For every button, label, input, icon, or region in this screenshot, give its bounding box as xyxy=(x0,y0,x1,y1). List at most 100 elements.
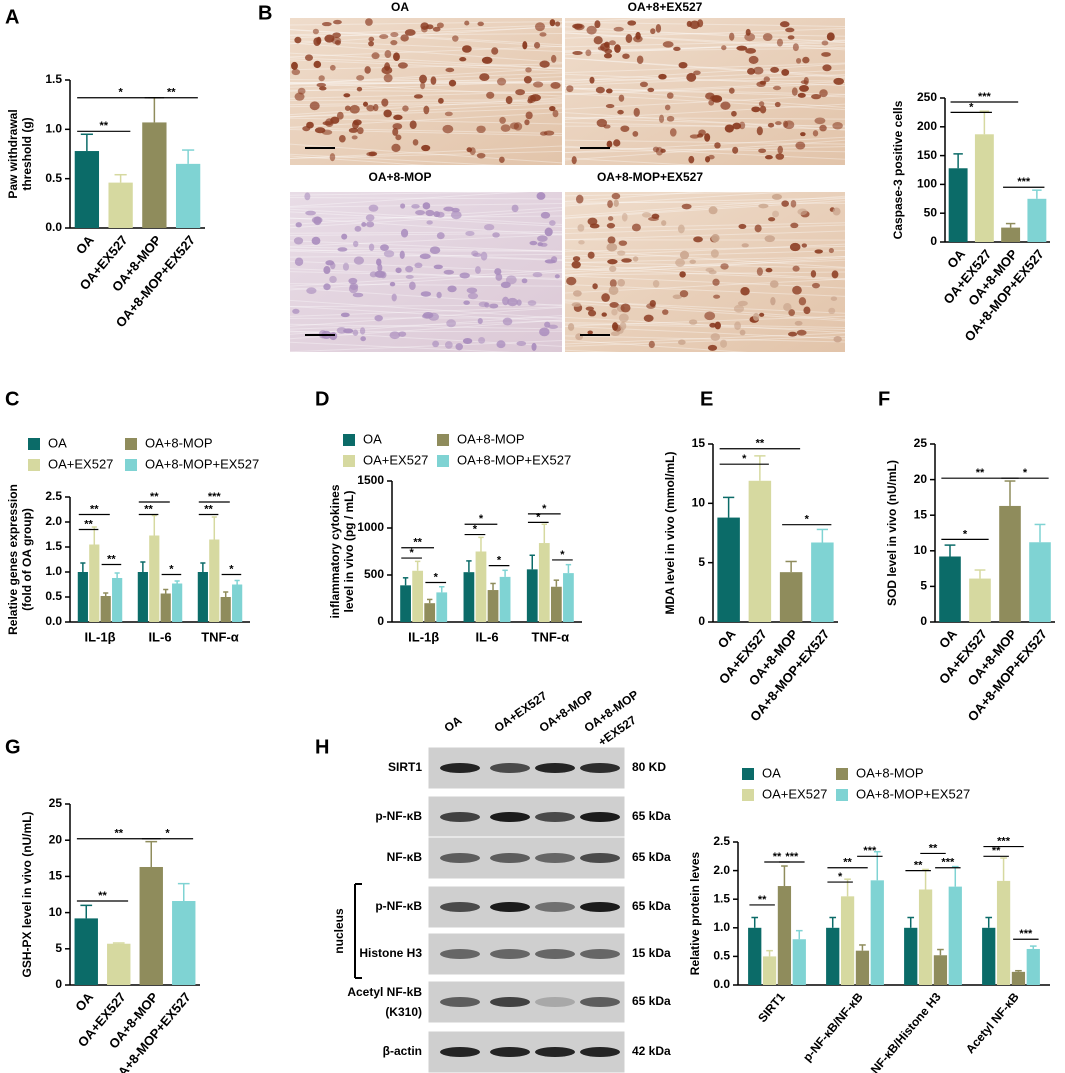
cell xyxy=(611,192,621,200)
cell xyxy=(737,300,748,307)
cell xyxy=(464,20,470,26)
cell xyxy=(537,242,544,247)
cell xyxy=(341,233,348,240)
row-label: p-NF-κB xyxy=(375,809,422,823)
blot-band xyxy=(535,949,575,959)
significance-label: * xyxy=(473,523,478,535)
cell xyxy=(622,53,630,59)
bar xyxy=(855,950,870,985)
cell xyxy=(352,119,362,126)
cell xyxy=(679,271,686,278)
y-tick-label: 15 xyxy=(49,869,63,883)
cell xyxy=(801,243,808,248)
histology-image xyxy=(289,18,563,176)
y-axis-label: Relative protein leves xyxy=(688,851,702,975)
cell xyxy=(316,82,327,88)
cell xyxy=(343,93,351,98)
bar xyxy=(538,543,550,622)
bar xyxy=(107,943,131,985)
cell xyxy=(586,25,597,35)
y-tick-label: 0 xyxy=(377,614,384,628)
legend-label: OA+8-MOP xyxy=(457,431,525,446)
cell xyxy=(729,32,735,41)
significance-label: * xyxy=(838,871,843,883)
fiber xyxy=(289,67,563,85)
cell xyxy=(409,281,416,290)
cell xyxy=(605,88,613,94)
blot-band xyxy=(490,902,530,912)
significance-label: *** xyxy=(978,91,992,103)
bar xyxy=(792,939,806,985)
cell xyxy=(707,154,715,160)
cell xyxy=(643,314,654,323)
cell xyxy=(596,118,608,128)
cell xyxy=(311,216,323,224)
cell xyxy=(496,340,506,349)
y-axis-label: SOD level in vivo (nU/mL) xyxy=(885,460,899,606)
cell xyxy=(353,256,365,265)
cell xyxy=(606,243,618,252)
cell xyxy=(499,116,506,124)
cell xyxy=(662,41,674,48)
cell xyxy=(333,19,342,25)
cell xyxy=(708,206,718,215)
cell xyxy=(775,121,782,126)
fiber xyxy=(289,59,563,72)
fiber xyxy=(289,315,563,335)
cell xyxy=(392,127,399,136)
cell xyxy=(618,240,628,246)
blot-band xyxy=(580,997,620,1007)
cell xyxy=(756,126,763,136)
cell xyxy=(714,321,721,330)
cell xyxy=(489,303,499,309)
bar xyxy=(209,539,220,622)
bar xyxy=(175,163,201,228)
cell xyxy=(792,265,800,272)
cell xyxy=(792,285,802,295)
cell xyxy=(686,72,697,82)
cell xyxy=(527,300,537,306)
cell xyxy=(573,23,585,31)
cell xyxy=(368,204,379,212)
cell xyxy=(459,272,470,279)
fiber xyxy=(289,102,563,108)
legend-label: OA+8-MOP+EX527 xyxy=(457,452,571,467)
cell xyxy=(714,142,721,149)
cell xyxy=(364,66,371,74)
cell xyxy=(759,105,767,114)
fiber xyxy=(564,9,846,23)
cell xyxy=(594,20,601,29)
significance-label: * xyxy=(1023,467,1028,479)
cell xyxy=(650,28,656,35)
cell xyxy=(554,274,560,279)
cell xyxy=(446,319,456,328)
cell xyxy=(585,49,592,57)
blot-band xyxy=(580,902,620,912)
cell xyxy=(800,80,809,85)
cell xyxy=(832,207,841,216)
histology-image xyxy=(289,188,563,356)
cell xyxy=(432,340,440,348)
fiber xyxy=(289,111,563,128)
cell xyxy=(601,293,610,302)
cell xyxy=(505,96,513,105)
fiber xyxy=(564,26,846,43)
blot-band xyxy=(580,1047,620,1057)
y-tick-label: 0.5 xyxy=(45,171,62,185)
cell xyxy=(349,283,359,291)
cell xyxy=(664,104,671,111)
cell xyxy=(707,344,718,351)
y-tick-label: 50 xyxy=(924,205,938,219)
cell xyxy=(627,20,637,26)
blot-band xyxy=(580,763,620,773)
cell xyxy=(316,36,322,45)
row-label: SIRT1 xyxy=(388,760,422,774)
cell xyxy=(444,341,453,349)
image-label: OA+8+EX527 xyxy=(628,0,703,14)
cell xyxy=(430,76,437,85)
bar xyxy=(748,480,772,622)
cell xyxy=(313,60,322,69)
bar xyxy=(74,151,100,228)
cell xyxy=(475,266,481,274)
